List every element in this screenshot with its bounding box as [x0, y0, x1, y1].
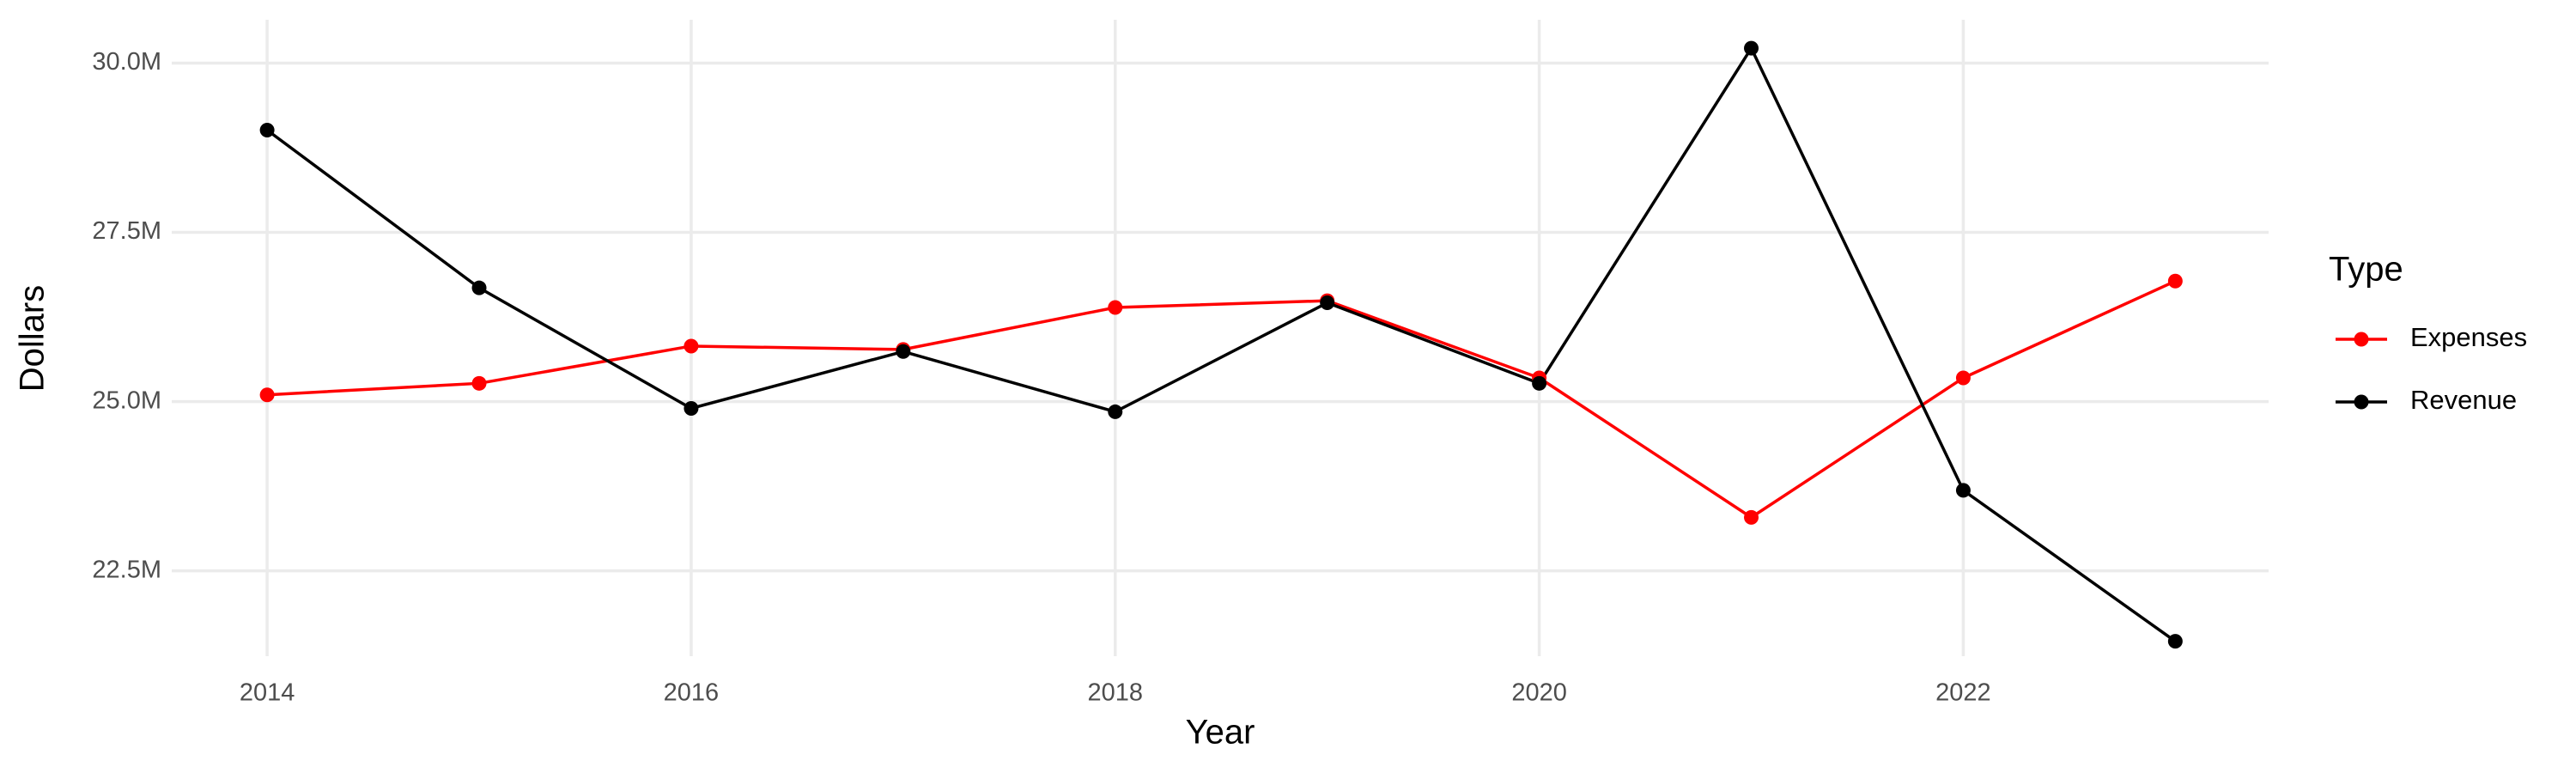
data-point: [1320, 295, 1335, 311]
y-tick-label: 27.5M: [92, 217, 161, 245]
x-tick-label: 2022: [1935, 679, 1991, 707]
data-point: [896, 344, 911, 359]
y-tick-label: 30.0M: [92, 48, 161, 76]
series-line: [267, 279, 2177, 520]
data-point: [2167, 273, 2183, 289]
legend-label: Revenue: [2410, 385, 2517, 415]
x-tick-label: 2014: [240, 679, 295, 707]
legend-label: Expenses: [2410, 322, 2527, 352]
x-tick-label: 2020: [1511, 679, 1567, 707]
legend-marker: [2354, 394, 2369, 410]
data-point: [1108, 404, 1123, 419]
data-point: [1955, 370, 1971, 386]
data-point: [683, 338, 699, 354]
grid: [172, 20, 2269, 656]
data-point: [1744, 40, 1759, 56]
x-tick-label: 2018: [1088, 679, 1144, 707]
x-axis-title: Year: [1186, 714, 1255, 752]
y-tick-label: 22.5M: [92, 556, 161, 583]
legend-title: Type: [2329, 251, 2403, 289]
y-axis-title: Dollars: [14, 285, 52, 392]
legend-marker: [2354, 332, 2369, 347]
x-tick-label: 2016: [664, 679, 720, 707]
data-point: [683, 400, 699, 416]
y-tick-label: 25.0M: [92, 386, 161, 414]
data-point: [259, 387, 275, 403]
data-point: [1955, 483, 1971, 498]
data-point: [2167, 634, 2183, 649]
data-point: [259, 122, 275, 137]
data-point: [1108, 300, 1123, 315]
data-point: [1532, 375, 1547, 391]
data-point: [471, 375, 487, 391]
data-point: [471, 280, 487, 295]
data-point: [1744, 509, 1759, 525]
series-line: [266, 45, 2177, 643]
